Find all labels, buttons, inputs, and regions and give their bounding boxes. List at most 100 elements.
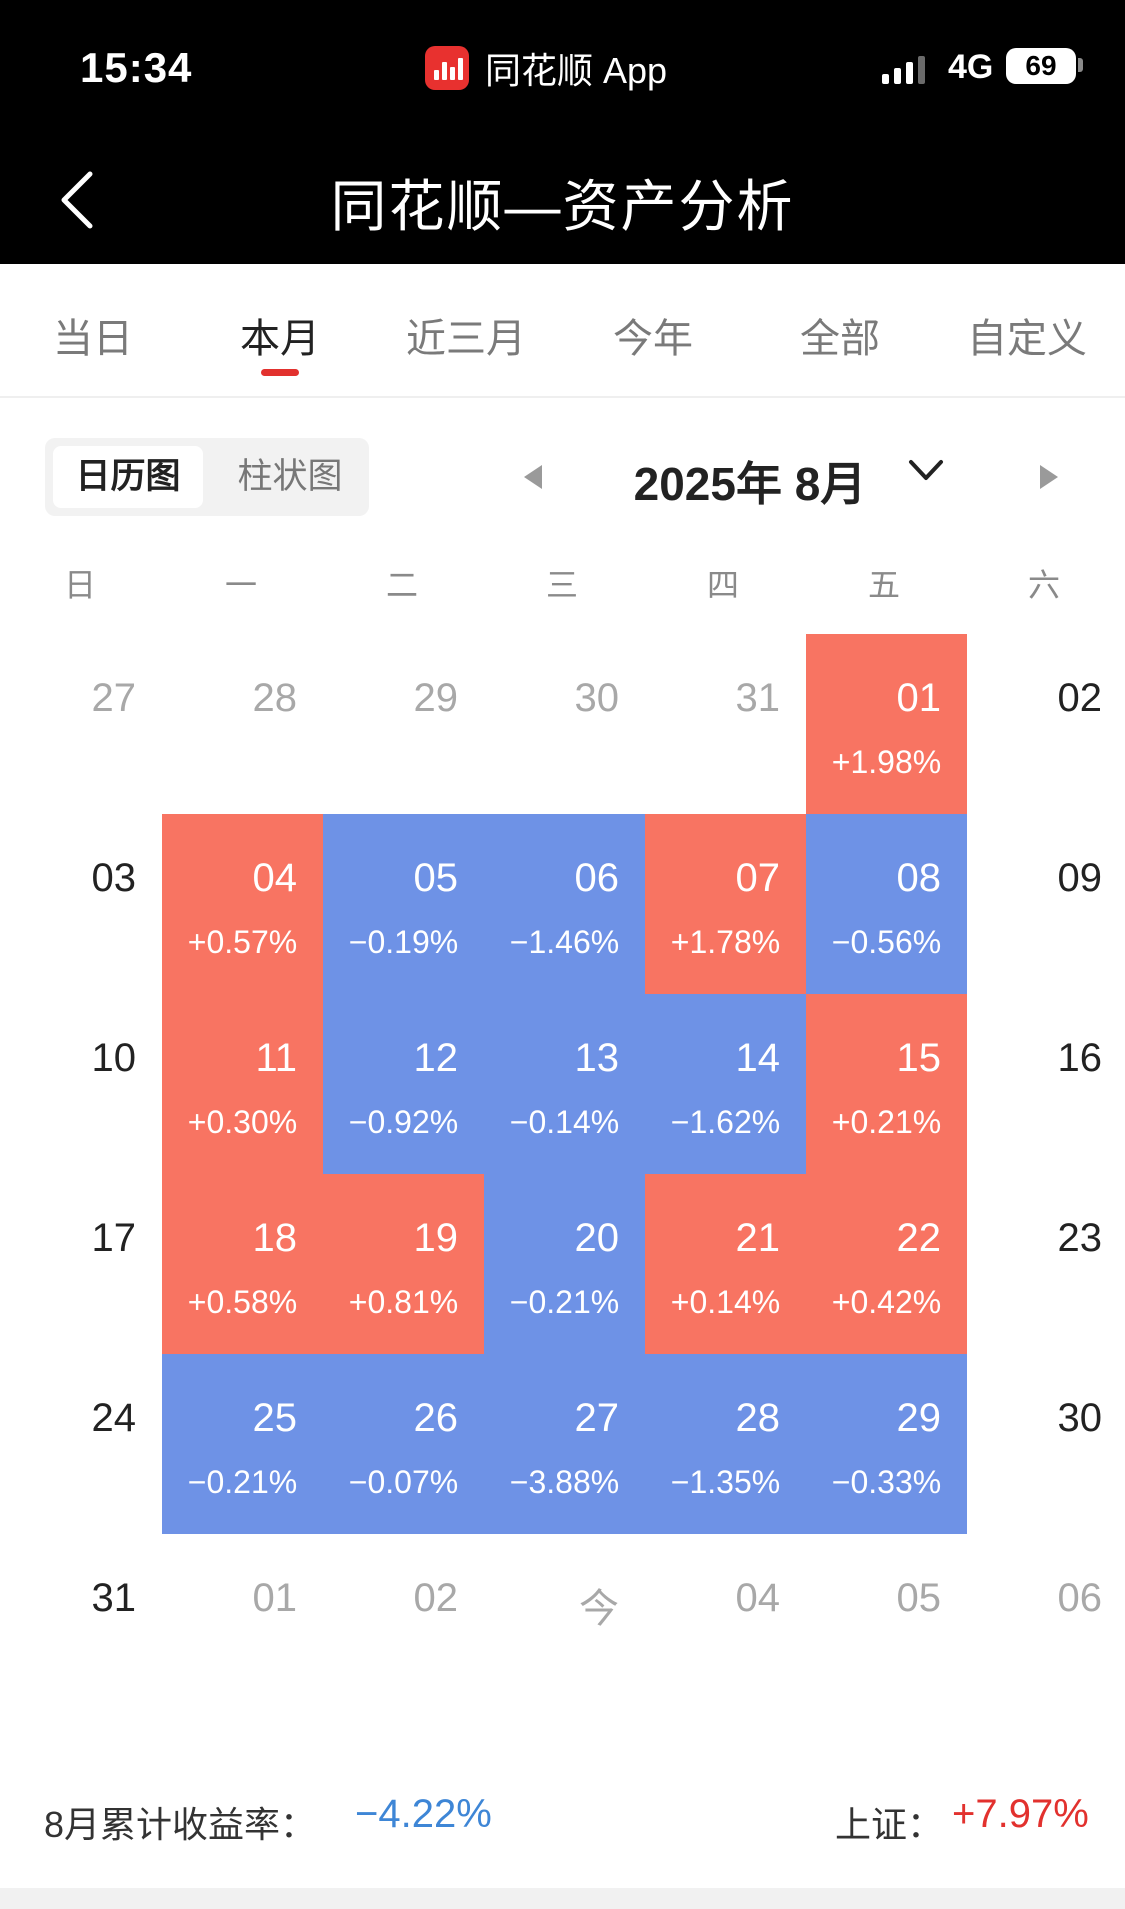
calendar-day-cell[interactable]: 29 −0.33% [806, 1354, 967, 1534]
calendar-day-cell[interactable]: 23 [967, 1174, 1125, 1354]
tab-this-month[interactable]: 本月 [240, 317, 320, 361]
calendar-day-cell[interactable]: 30 [967, 1354, 1125, 1534]
weekday-label: 四 [706, 567, 739, 603]
tab-all[interactable]: 全部 [800, 317, 880, 361]
day-number: 16 [1057, 1036, 1103, 1080]
calendar-day-cell[interactable]: 05 −0.19% [323, 814, 484, 994]
calendar-day-cell[interactable]: 22 +0.42% [806, 1174, 967, 1354]
chevron-down-icon[interactable] [906, 456, 946, 486]
bottom-strip [0, 1888, 1125, 1909]
day-number: 05 [413, 856, 459, 900]
network-type: 4G [948, 48, 994, 86]
day-number: 09 [1057, 856, 1103, 900]
calendar-day-cell[interactable]: 26 −0.07% [323, 1354, 484, 1534]
calendar-day-cell[interactable]: 01 [162, 1534, 323, 1714]
calendar-day-cell[interactable]: 19 +0.81% [323, 1174, 484, 1354]
daily-return: +0.14% [670, 1284, 781, 1320]
calendar-day-cell[interactable]: 09 [967, 814, 1125, 994]
calendar-day-cell[interactable]: 08 −0.56% [806, 814, 967, 994]
daily-return: +0.30% [187, 1104, 298, 1140]
calendar-day-cell[interactable]: 04 [645, 1534, 806, 1714]
day-number: 01 [252, 1576, 298, 1620]
calendar-day-cell[interactable]: 27 [1, 634, 162, 814]
weekday-label: 二 [385, 567, 418, 603]
status-bar: 15:34 同花顺 App 4G 69 [0, 0, 1125, 130]
calendar-day-cell[interactable]: 15 +0.21% [806, 994, 967, 1174]
daily-return: −1.62% [670, 1104, 781, 1140]
calendar-day-cell[interactable]: 01 +1.98% [806, 634, 967, 814]
app-indicator[interactable]: 同花顺 App [425, 44, 667, 92]
day-number: 14 [735, 1036, 781, 1080]
daily-return: −0.21% [509, 1284, 620, 1320]
day-number: 27 [574, 1396, 620, 1440]
calendar-view-button[interactable]: 日历图 [53, 446, 203, 508]
day-number: 22 [896, 1216, 942, 1260]
day-number: 26 [413, 1396, 459, 1440]
calendar-day-cell[interactable]: 21 +0.14% [645, 1174, 806, 1354]
daily-return: +0.21% [831, 1104, 942, 1140]
calendar-day-cell[interactable]: 今 [484, 1534, 645, 1714]
calendar-day-cell[interactable]: 20 −0.21% [484, 1174, 645, 1354]
triangle-left-icon[interactable] [520, 462, 548, 492]
calendar-day-cell[interactable]: 10 [1, 994, 162, 1174]
daily-return: +0.81% [348, 1284, 459, 1320]
daily-return: −0.33% [831, 1464, 942, 1500]
calendar-day-cell[interactable]: 13 −0.14% [484, 994, 645, 1174]
calendar-day-cell[interactable]: 02 [967, 634, 1125, 814]
calendar-day-cell[interactable]: 11 +0.30% [162, 994, 323, 1174]
daily-return: −0.21% [187, 1464, 298, 1500]
period-tabs: 当日 本月 近三月 今年 全部 自定义 [0, 264, 1125, 398]
calendar-day-cell[interactable]: 05 [806, 1534, 967, 1714]
calendar-day-cell[interactable]: 14 −1.62% [645, 994, 806, 1174]
daily-return: +0.57% [187, 924, 298, 960]
calendar-day-cell[interactable]: 07 +1.78% [645, 814, 806, 994]
status-time: 15:34 [80, 44, 193, 91]
day-number: 04 [735, 1576, 781, 1620]
tab-custom[interactable]: 自定义 [967, 317, 1087, 361]
calendar-day-cell[interactable]: 25 −0.21% [162, 1354, 323, 1534]
day-number: 18 [252, 1216, 298, 1260]
weekday-label: 六 [1027, 567, 1060, 603]
tab-today[interactable]: 当日 [53, 317, 133, 361]
day-number: 04 [252, 856, 298, 900]
index-return-value: +7.97% [952, 1792, 1089, 1836]
calendar-day-cell[interactable]: 29 [323, 634, 484, 814]
month-selector[interactable]: 2025年 8月 [633, 458, 867, 510]
day-number: 31 [91, 1576, 137, 1620]
calendar-day-cell[interactable]: 02 [323, 1534, 484, 1714]
daily-return: +1.98% [831, 744, 942, 780]
calendar-day-cell[interactable]: 28 −1.35% [645, 1354, 806, 1534]
triangle-right-icon[interactable] [1034, 462, 1062, 492]
day-number: 29 [896, 1396, 942, 1440]
battery-icon: 69 [1006, 48, 1076, 84]
day-number: 20 [574, 1216, 620, 1260]
cumulative-return-label: 8月累计收益率： [44, 1804, 317, 1845]
battery-tip [1078, 58, 1083, 72]
day-number: 01 [896, 676, 942, 720]
calendar-day-cell[interactable]: 17 [1, 1174, 162, 1354]
day-number: 今 [579, 1587, 619, 1631]
calendar-day-cell[interactable]: 28 [162, 634, 323, 814]
calendar-day-cell[interactable]: 18 +0.58% [162, 1174, 323, 1354]
chevron-left-icon[interactable] [52, 168, 112, 232]
calendar-day-cell[interactable]: 06 −1.46% [484, 814, 645, 994]
page-title: 同花顺—资产分析 [330, 175, 795, 238]
day-number: 31 [735, 676, 781, 720]
calendar-day-cell[interactable]: 12 −0.92% [323, 994, 484, 1174]
tab-three-months[interactable]: 近三月 [406, 317, 526, 361]
day-number: 11 [255, 1036, 297, 1080]
daily-return: −0.07% [348, 1464, 459, 1500]
calendar-day-cell[interactable]: 30 [484, 634, 645, 814]
calendar-day-cell[interactable]: 03 [1, 814, 162, 994]
day-number: 28 [735, 1396, 781, 1440]
bar-view-button[interactable]: 柱状图 [237, 457, 343, 496]
calendar-day-cell[interactable]: 31 [645, 634, 806, 814]
daily-return: −0.92% [348, 1104, 459, 1140]
calendar-day-cell[interactable]: 04 +0.57% [162, 814, 323, 994]
calendar-day-cell[interactable]: 06 [967, 1534, 1125, 1714]
calendar-day-cell[interactable]: 31 [1, 1534, 162, 1714]
calendar-day-cell[interactable]: 27 −3.88% [484, 1354, 645, 1534]
calendar-day-cell[interactable]: 16 [967, 994, 1125, 1174]
calendar-day-cell[interactable]: 24 [1, 1354, 162, 1534]
tab-this-year[interactable]: 今年 [613, 317, 693, 361]
